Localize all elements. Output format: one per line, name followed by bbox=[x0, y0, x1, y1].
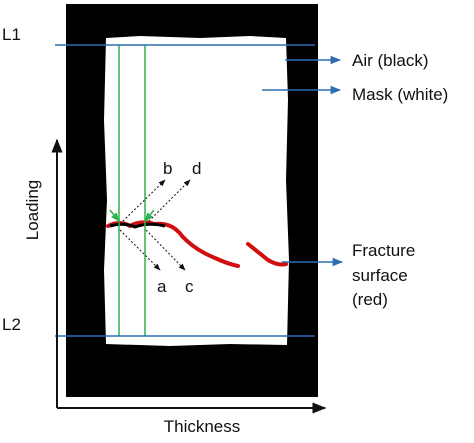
direction-arrow bbox=[119, 179, 166, 225]
direction-label: d bbox=[192, 159, 201, 178]
direction-arrow bbox=[119, 229, 161, 271]
green-arrow bbox=[109, 209, 120, 222]
direction-label: a bbox=[157, 277, 167, 296]
region-label: Mask (white) bbox=[352, 85, 448, 104]
axis-label: Thickness bbox=[164, 417, 241, 436]
region-label: Fracture bbox=[352, 241, 415, 260]
direction-arrow bbox=[145, 229, 186, 271]
direction-label: b bbox=[163, 159, 172, 178]
region-label: surface bbox=[352, 266, 408, 285]
region-label: (red) bbox=[352, 290, 388, 309]
green-arrow bbox=[144, 209, 155, 222]
mask-region bbox=[104, 36, 289, 346]
axis-label: Loading bbox=[23, 180, 42, 241]
direction-label: c bbox=[185, 277, 194, 296]
region-label: Air (black) bbox=[352, 51, 429, 70]
boundary-label: L1 bbox=[2, 25, 21, 44]
boundary-label: L2 bbox=[2, 315, 21, 334]
